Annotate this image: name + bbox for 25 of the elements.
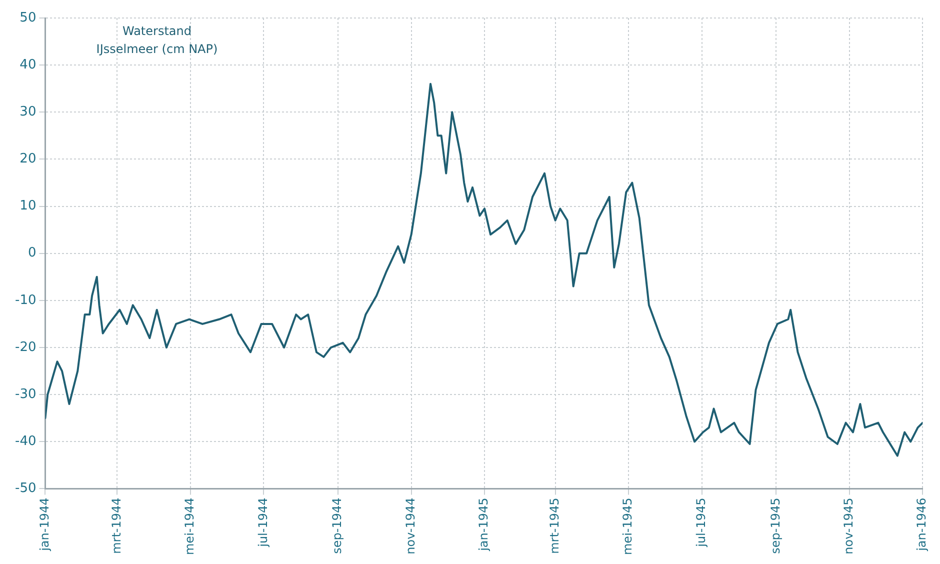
y-tick-label: 20 — [20, 152, 36, 167]
y-tick-label: 50 — [20, 10, 36, 26]
y-tick-label: 0 — [28, 246, 36, 261]
y-tick-label: -10 — [15, 292, 36, 308]
x-tick-label: jul-1945 — [694, 498, 708, 548]
x-tick-label: mrt-1945 — [547, 498, 562, 554]
x-tick-label: jul-1944 — [256, 498, 270, 548]
x-tick-label: jan-1946 — [914, 498, 929, 552]
x-tick-label: nov-1945 — [842, 498, 856, 554]
y-tick-label: 10 — [20, 198, 36, 214]
text: Waterstand IJsselmeer (cm NAP) — [95, 23, 219, 58]
y-tick-label: 40 — [20, 57, 36, 72]
y-tick-label: -40 — [15, 434, 36, 450]
x-tick-label: sep-1944 — [330, 498, 344, 554]
y-tick-label: -30 — [15, 386, 36, 402]
x-tick-label: jan-1944 — [37, 498, 52, 552]
x-tick-label: mei-1944 — [182, 498, 197, 556]
x-tick-label: jan-1945 — [476, 498, 491, 552]
x-tick-label: mei-1945 — [620, 498, 635, 556]
y-tick-label: -50 — [15, 481, 36, 496]
x-tick-label: sep-1945 — [768, 498, 782, 554]
y-tick-label: 30 — [20, 104, 36, 120]
y-tick-label: -20 — [15, 340, 36, 355]
x-tick-label: mrt-1944 — [109, 498, 124, 554]
x-tick-label: nov-1944 — [403, 498, 418, 554]
